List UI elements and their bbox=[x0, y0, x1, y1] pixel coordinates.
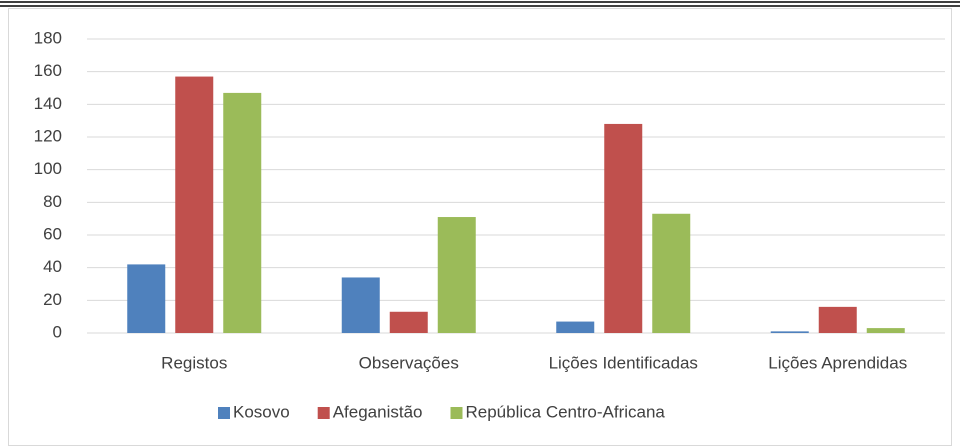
bar bbox=[652, 213, 691, 333]
legend-swatch bbox=[317, 407, 330, 419]
x-tick-label: Lições Identificadas bbox=[549, 353, 698, 372]
bar bbox=[223, 92, 262, 334]
y-tick-label: 180 bbox=[34, 28, 62, 47]
y-tick-label: 100 bbox=[34, 159, 62, 178]
y-tick-label: 80 bbox=[43, 192, 62, 211]
legend-label: República Centro-Africana bbox=[466, 402, 666, 421]
x-tick-label: Observações bbox=[359, 353, 459, 372]
y-tick-label: 40 bbox=[43, 257, 62, 276]
bar bbox=[556, 321, 595, 333]
y-tick-label: 160 bbox=[34, 61, 62, 80]
y-tick-label: 0 bbox=[53, 322, 62, 341]
legend-swatch bbox=[218, 407, 230, 419]
legend-swatch bbox=[450, 407, 463, 419]
legend-label: Kosovo bbox=[233, 402, 290, 421]
bar bbox=[604, 123, 643, 333]
chart-frame bbox=[8, 8, 952, 446]
y-tick-label: 140 bbox=[34, 94, 62, 113]
bar bbox=[818, 306, 857, 333]
x-tick-label: Registos bbox=[161, 353, 227, 372]
bar bbox=[127, 264, 166, 333]
bar bbox=[389, 311, 428, 333]
y-tick-label: 20 bbox=[43, 290, 62, 309]
y-tick-label: 60 bbox=[43, 224, 62, 243]
legend-label: Afeganistão bbox=[333, 402, 423, 421]
x-tick-label: Lições Aprendidas bbox=[768, 353, 907, 372]
y-tick-label: 120 bbox=[34, 126, 62, 145]
bar bbox=[770, 331, 809, 333]
bar bbox=[866, 328, 905, 333]
bar bbox=[437, 217, 476, 333]
bar bbox=[341, 277, 380, 333]
bar bbox=[175, 76, 214, 334]
